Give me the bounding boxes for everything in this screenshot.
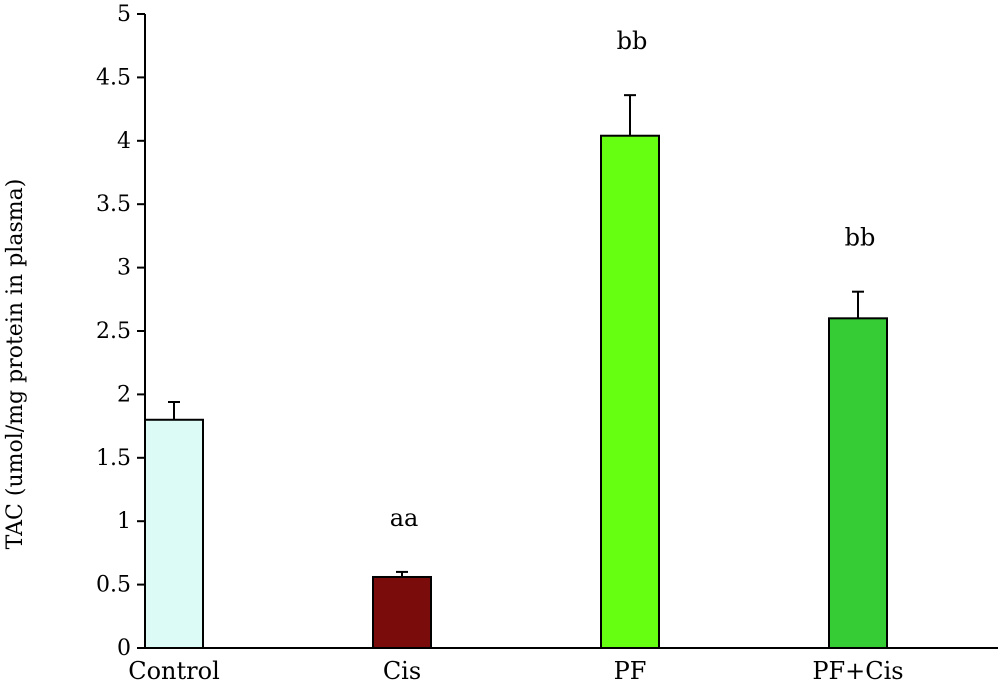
- y-tick-label-6: 3: [117, 256, 131, 281]
- significance-labels: aa bb bb: [390, 27, 876, 532]
- bar-pf: [600, 134, 660, 649]
- bar-pf-cis: [828, 317, 888, 649]
- y-tick-label-5: 2.5: [96, 319, 131, 344]
- bars-layer: [144, 94, 888, 650]
- y-ticks: 0 0.5 1 1.5 2 2.5 3 3.5 4 4.5 5: [96, 2, 145, 661]
- significance-label-cis: aa: [390, 504, 419, 532]
- y-tick-label-1: 0.5: [96, 573, 131, 598]
- x-tick-label-control: Control: [128, 657, 220, 685]
- significance-label-pf: bb: [617, 27, 648, 55]
- y-tick-label-9: 4.5: [96, 65, 131, 90]
- y-tick-label-8: 4: [117, 129, 131, 154]
- x-tick-label-pf-cis: PF+Cis: [812, 657, 903, 685]
- y-tick-label-7: 3.5: [96, 192, 131, 217]
- significance-label-pf-cis: bb: [845, 224, 876, 252]
- bar-cis: [372, 575, 432, 650]
- x-tick-label-pf: PF: [614, 657, 647, 685]
- y-tick-label-0: 0: [117, 636, 131, 661]
- y-tick-label-10: 5: [117, 2, 131, 27]
- x-tick-labels: Control Cis PF PF+Cis: [128, 657, 903, 685]
- y-tick-label-4: 2: [117, 382, 131, 407]
- y-tick-label-2: 1: [117, 509, 131, 534]
- bar-control: [144, 418, 204, 650]
- x-tick-label-cis: Cis: [383, 657, 421, 685]
- y-axis-title: TAC (umol/mg protein in plasma): [3, 179, 28, 550]
- y-tick-label-3: 1.5: [96, 446, 131, 471]
